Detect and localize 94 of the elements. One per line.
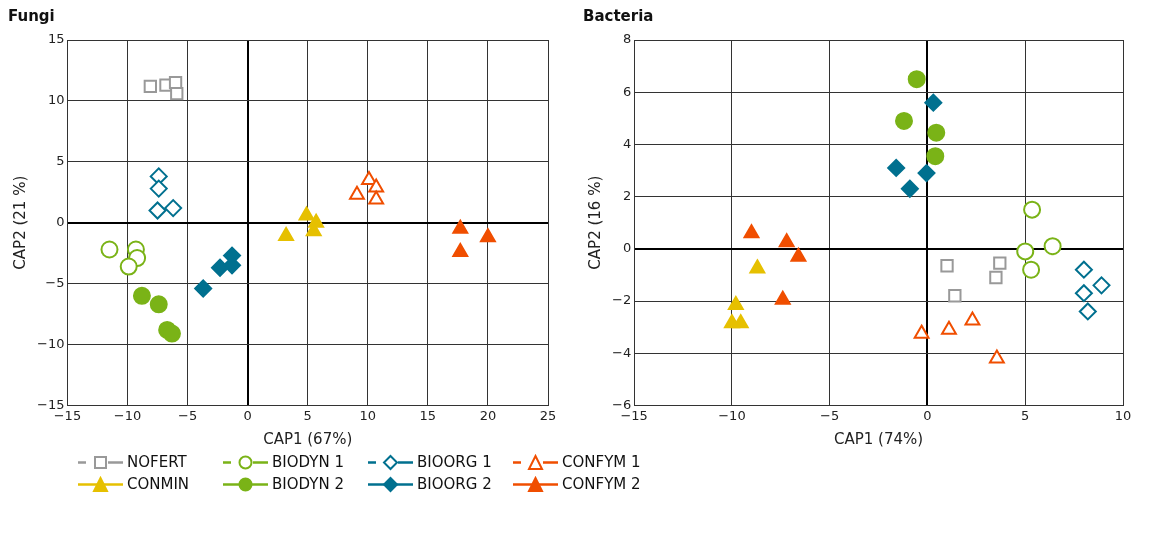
y-tick-label: 0 [622, 240, 632, 256]
point [170, 86, 184, 101]
point [149, 179, 168, 198]
point [964, 311, 981, 326]
point [1016, 242, 1035, 261]
legend-label: CONMIN [127, 475, 190, 493]
legend-label: BIOORG 2 [417, 475, 492, 493]
x-tick-label: −10 [113, 407, 142, 423]
y-tick-label: 0 [56, 214, 65, 230]
x-tick-label: 5 [303, 407, 312, 423]
point [926, 147, 945, 166]
y-axis-title: CAP2 (16 %) [585, 175, 604, 270]
point [1074, 260, 1093, 279]
point [887, 158, 906, 177]
y-tick-label: −10 [37, 335, 65, 351]
point [743, 224, 760, 239]
chart-title: Fungi [8, 6, 55, 25]
point [1092, 276, 1111, 295]
point [148, 201, 167, 220]
point [948, 289, 962, 303]
legend-label: CONFYM 1 [562, 453, 641, 471]
point [1074, 284, 1093, 303]
x-tick-label: 10 [359, 407, 377, 423]
y-tick-label: 15 [47, 31, 65, 47]
point [900, 179, 919, 198]
point [1022, 260, 1041, 279]
point [368, 178, 385, 193]
point [143, 79, 157, 93]
point [119, 257, 138, 276]
point [924, 93, 943, 112]
x-tick-label: 10 [1114, 407, 1132, 423]
point [927, 123, 946, 142]
point [727, 295, 744, 310]
point [452, 242, 469, 257]
point [278, 227, 295, 242]
point [790, 247, 807, 262]
y-tick-label: 6 [622, 83, 632, 99]
y-tick-label: −2 [611, 292, 632, 308]
point [989, 270, 1003, 285]
point [988, 349, 1005, 364]
legend-label: BIODYN 1 [272, 453, 344, 471]
x-tick-label: 0 [243, 407, 252, 423]
y-axis-title: CAP2 (21 %) [10, 175, 29, 270]
x-tick-label: 5 [1021, 407, 1030, 423]
point [1023, 200, 1042, 219]
point [1078, 302, 1097, 321]
x-axis-title: CAP1 (67%) [263, 429, 353, 448]
chart-title: Bacteria [583, 6, 654, 25]
y-tick-label: 10 [47, 92, 65, 108]
legend-label: CONFYM 2 [562, 475, 641, 493]
point [895, 111, 913, 130]
x-tick-label: −10 [718, 407, 746, 423]
point [368, 190, 385, 205]
x-tick-label: 20 [479, 407, 497, 423]
point [940, 259, 954, 273]
point [211, 258, 230, 277]
point [917, 164, 936, 183]
x-tick-label: 15 [419, 407, 437, 423]
point [778, 233, 795, 248]
point [941, 320, 957, 335]
point [480, 228, 496, 243]
y-tick-label: 8 [622, 31, 632, 47]
y-tick-label: 2 [622, 187, 632, 203]
y-tick-label: −5 [45, 274, 65, 290]
point [732, 314, 749, 329]
point [774, 290, 791, 305]
point [349, 185, 365, 200]
legend-label: BIODYN 2 [272, 475, 344, 493]
point [1043, 237, 1062, 256]
y-tick-label: 5 [56, 153, 65, 169]
x-tick-label: 0 [923, 407, 932, 423]
point [132, 286, 151, 305]
y-tick-label: 4 [622, 135, 632, 151]
x-tick-label: −5 [177, 407, 198, 423]
point [907, 70, 926, 89]
y-tick-label: −15 [37, 396, 65, 412]
legend-label: NOFERT [127, 453, 187, 471]
point [361, 171, 377, 186]
point [194, 279, 213, 298]
legend-label: BIOORG 1 [417, 453, 492, 471]
point [162, 324, 181, 343]
point [149, 295, 168, 314]
point [100, 240, 119, 259]
x-tick-label: 25 [539, 407, 557, 423]
x-axis-title: CAP1 (74%) [834, 429, 924, 448]
point [298, 206, 315, 221]
point [993, 256, 1007, 270]
point [913, 324, 930, 339]
y-tick-label: −6 [611, 396, 632, 412]
x-tick-label: −5 [820, 407, 840, 423]
point [452, 219, 469, 234]
point [749, 259, 766, 274]
point [164, 199, 183, 218]
y-tick-label: −4 [611, 344, 632, 360]
